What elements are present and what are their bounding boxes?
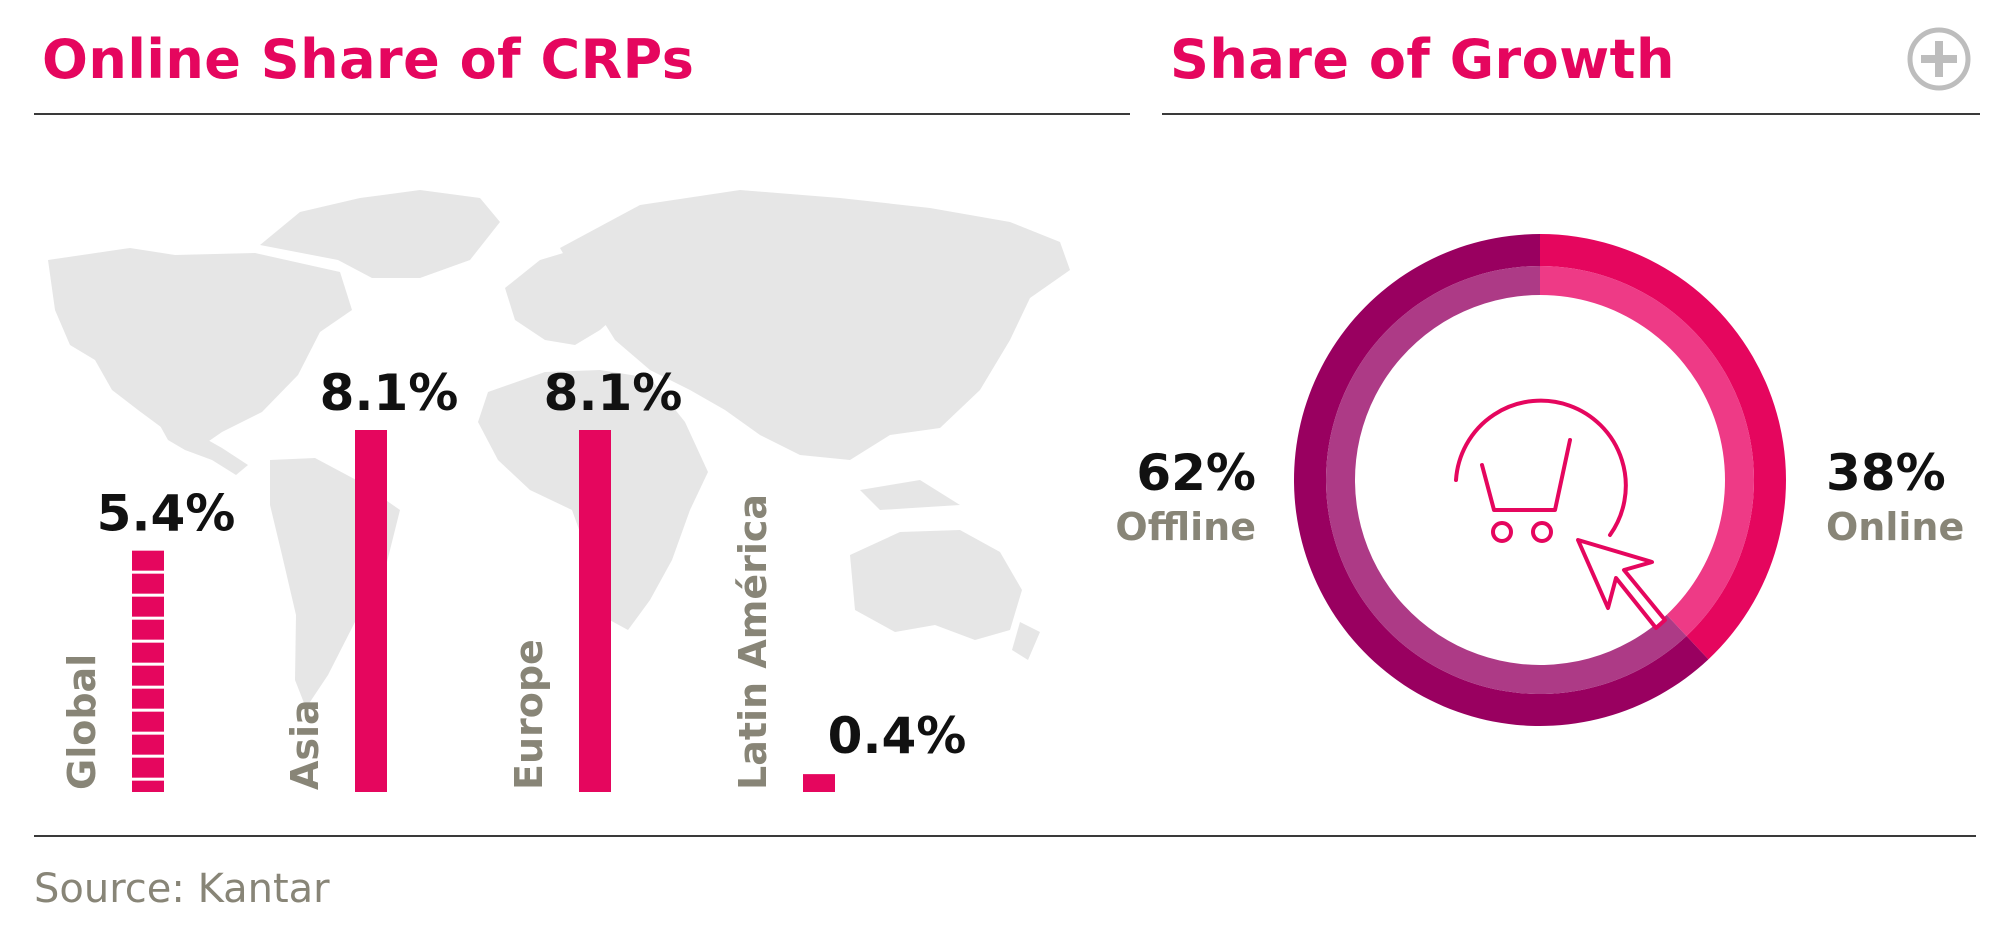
category-label-latin-am-rica: Latin América xyxy=(731,494,775,790)
data-label-asia: 8.1% xyxy=(320,364,459,422)
left-chart-title: Online Share of CRPs xyxy=(42,28,695,91)
slice-name-online: Online xyxy=(1826,505,1964,549)
plus-circle-icon[interactable] xyxy=(1906,26,1972,92)
shopping-cart-cursor-icon xyxy=(1454,398,1667,630)
data-label-latin-am-rica: 0.4% xyxy=(828,707,967,765)
category-label-global: Global xyxy=(60,654,104,790)
bar-stripe xyxy=(132,777,164,781)
bar-global xyxy=(132,550,164,792)
bar-series: 5.4% Global 8.1% Asia 8.1% Europe 0.4% Latin Am… xyxy=(60,364,966,792)
bar-stripe xyxy=(132,593,164,597)
bar-stripe xyxy=(132,754,164,758)
bar-europe xyxy=(579,430,611,792)
slice-value-offline: 62% xyxy=(1136,444,1256,502)
bar-stripe xyxy=(132,708,164,712)
slice-offline-outer xyxy=(1294,234,1709,726)
source-note: Source: Kantar xyxy=(34,866,330,912)
data-label-global: 5.4% xyxy=(97,485,236,543)
online-share-bar-chart: 5.4% Global 8.1% Asia 8.1% Europe 0.4% Latin Am… xyxy=(48,190,1070,792)
bar-stripe xyxy=(132,616,164,620)
bottom-divider xyxy=(34,835,1976,837)
bar-latin-am-rica xyxy=(803,774,835,792)
bar-stripe xyxy=(132,731,164,735)
data-label-europe: 8.1% xyxy=(544,364,683,422)
slice-online-inner xyxy=(1540,266,1754,636)
slice-name-offline: Offline xyxy=(1115,505,1256,549)
world-map xyxy=(48,190,1070,708)
category-label-asia: Asia xyxy=(283,699,327,790)
slice-value-online: 38% xyxy=(1826,444,1946,502)
category-label-europe: Europe xyxy=(507,639,551,790)
donut-labels: 38%Online 62%Offline xyxy=(1115,444,1964,549)
slice-online-outer xyxy=(1540,234,1786,660)
bar-stripe xyxy=(132,570,164,574)
bar-stripe xyxy=(132,662,164,666)
bar-stripe xyxy=(132,639,164,643)
share-of-growth-donut-chart: 38%Online 62%Offline xyxy=(1115,234,1964,726)
bar-asia xyxy=(355,430,387,792)
right-chart-title: Share of Growth xyxy=(1170,28,1675,91)
right-title-divider xyxy=(1162,113,1980,115)
left-title-divider xyxy=(34,113,1130,115)
bar-stripe xyxy=(132,685,164,689)
slice-offline-inner xyxy=(1325,266,1687,694)
donut-series xyxy=(1294,234,1786,726)
